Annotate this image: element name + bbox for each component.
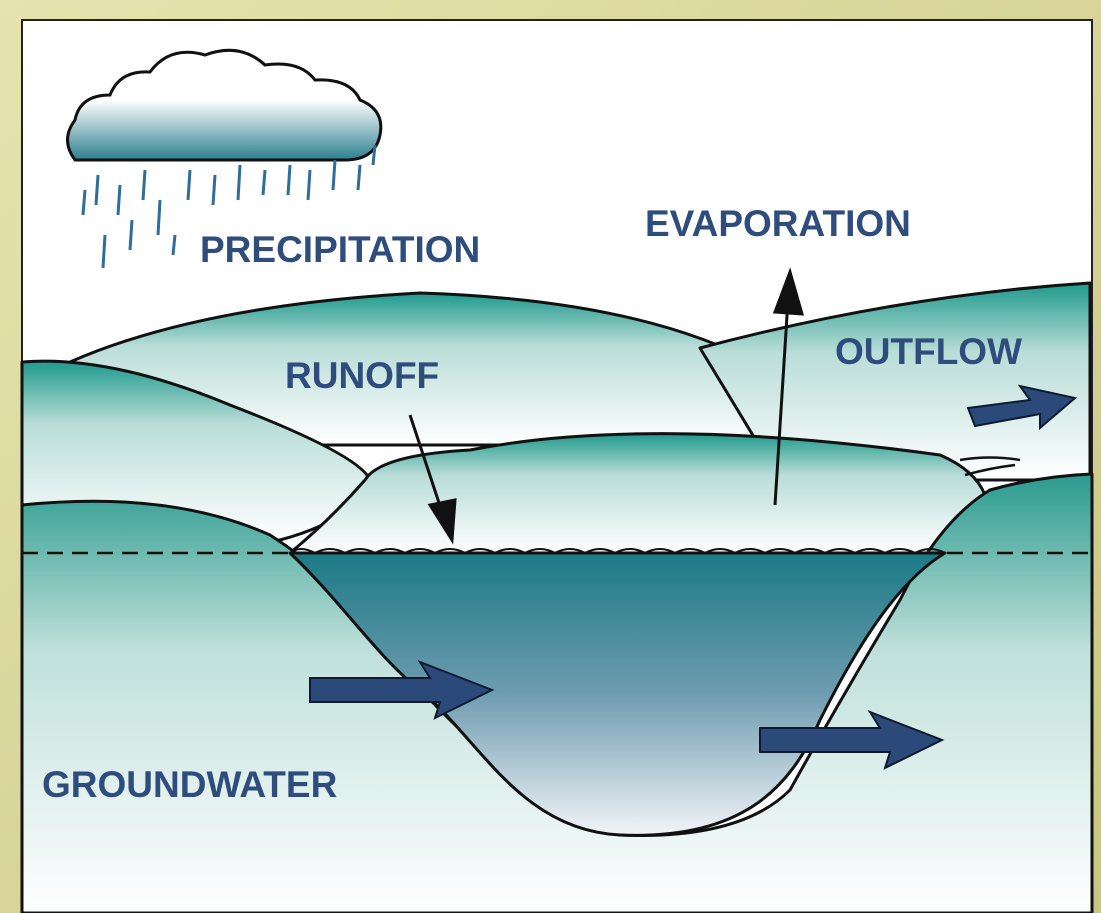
label-evaporation: EVAPORATION [645, 203, 911, 244]
label-groundwater: GROUNDWATER [42, 764, 337, 805]
label-runoff: RUNOFF [285, 355, 439, 396]
label-outflow: OUTFLOW [835, 331, 1022, 372]
water-cycle-diagram: PRECIPITATION EVAPORATION RUNOFF OUTFLOW… [0, 0, 1101, 913]
label-precipitation: PRECIPITATION [200, 229, 480, 270]
landscape [22, 283, 1092, 913]
